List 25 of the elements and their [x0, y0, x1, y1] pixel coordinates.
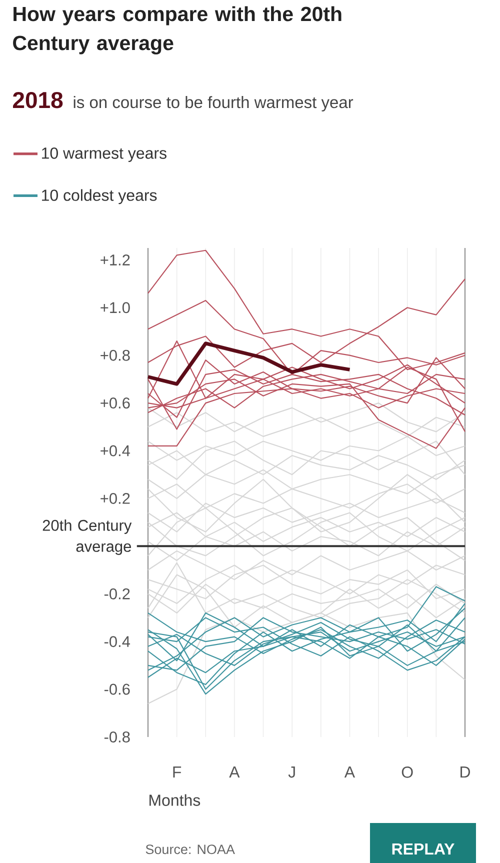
chart-subtitle: is on course to be fourth warmest year: [74, 96, 354, 112]
y-tick-label: +0.6: [100, 398, 130, 409]
y-tick-label: -0.4: [104, 636, 130, 648]
legend-label: 10 warmest years: [42, 148, 166, 162]
y-tick-label: -0.2: [104, 588, 130, 600]
x-axis-title: Months: [150, 794, 200, 806]
legend-label: 10 coldest years: [42, 189, 157, 204]
y-tick-label: +1.2: [100, 254, 130, 266]
y-tick-label: +0.2: [100, 492, 130, 504]
text: REPLAY: [392, 843, 454, 854]
x-tick-label: F: [173, 766, 182, 778]
y-tick-label: +0.8: [100, 350, 130, 361]
y-tick-label: +0.4: [100, 445, 130, 456]
x-tick-label: A: [229, 766, 240, 778]
y-tick-label: -0.6: [104, 684, 130, 695]
x-tick-label: O: [402, 766, 413, 778]
y-tick-label: -0.8: [104, 732, 130, 742]
source-note: Source: NOAA: [146, 844, 235, 854]
chart-title: How years compare with the 20th Century average: [13, 6, 342, 54]
text: 2018: [13, 92, 63, 108]
x-tick-label: A: [344, 766, 356, 778]
y-tick-label: +1.0: [100, 302, 130, 314]
x-tick-label: J: [288, 766, 295, 778]
ref-line-label: 20th Century average: [42, 520, 132, 555]
x-tick-label: D: [460, 766, 470, 778]
